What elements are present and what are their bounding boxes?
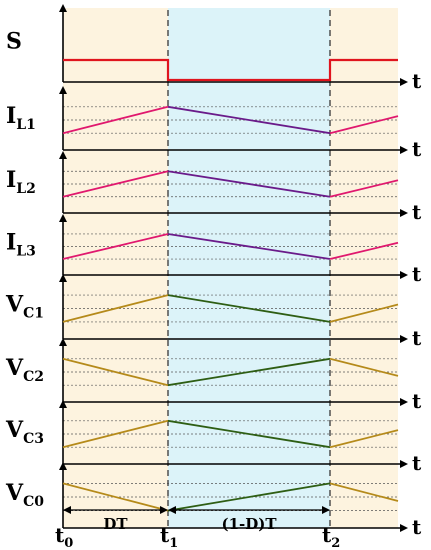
ramp-interval-2 — [167, 233, 331, 260]
row-label-il2: IL2 — [6, 167, 36, 197]
ramp-interval-1 — [62, 233, 169, 260]
axis-label-t: t — [412, 262, 422, 286]
row-label-s: S — [6, 29, 22, 55]
ramp-interval-2 — [167, 357, 331, 387]
row-label-il1: IL1 — [6, 103, 36, 133]
ramp-interval-2 — [167, 105, 331, 135]
ramp-interval-1 — [62, 105, 169, 135]
row-label-vc2: VC2 — [5, 355, 44, 385]
ramp-interval-3 — [329, 303, 399, 323]
row-label-vc1: VC1 — [5, 292, 44, 322]
switch-signal-line — [63, 58, 398, 82]
ramp-interval-2 — [167, 170, 331, 198]
axis-label-t: t — [412, 389, 422, 413]
axis-label-t: t — [412, 326, 422, 350]
axis-label-t: t — [412, 451, 422, 475]
ramp-interval-3 — [329, 357, 399, 377]
ramp-interval-3 — [329, 429, 399, 449]
axis-label-t: t — [412, 515, 422, 539]
ramp-interval-3 — [329, 241, 399, 260]
middle-interval-bg — [168, 8, 330, 528]
ramp-interval-3 — [329, 179, 399, 198]
ramp-interval-2 — [167, 419, 331, 449]
row-label-vc0: VC0 — [5, 480, 44, 510]
ramp-interval-3 — [329, 482, 399, 502]
interval-label-1-d-t: (1-D)T — [221, 515, 277, 533]
row-label-il3: IL3 — [6, 229, 36, 259]
ramp-interval-1 — [62, 170, 169, 198]
axis-label-t: t — [412, 200, 422, 224]
axis-label-t: t — [412, 137, 422, 161]
ramp-interval-1 — [62, 419, 169, 449]
interval-label-dt: DT — [103, 515, 128, 533]
ramp-interval-2 — [167, 294, 331, 323]
axis-label-t: t — [412, 69, 422, 93]
ramp-interval-3 — [329, 115, 399, 135]
ramp-interval-1 — [62, 357, 169, 387]
ramp-interval-1 — [62, 294, 169, 323]
row-label-vc3: VC3 — [5, 417, 44, 447]
